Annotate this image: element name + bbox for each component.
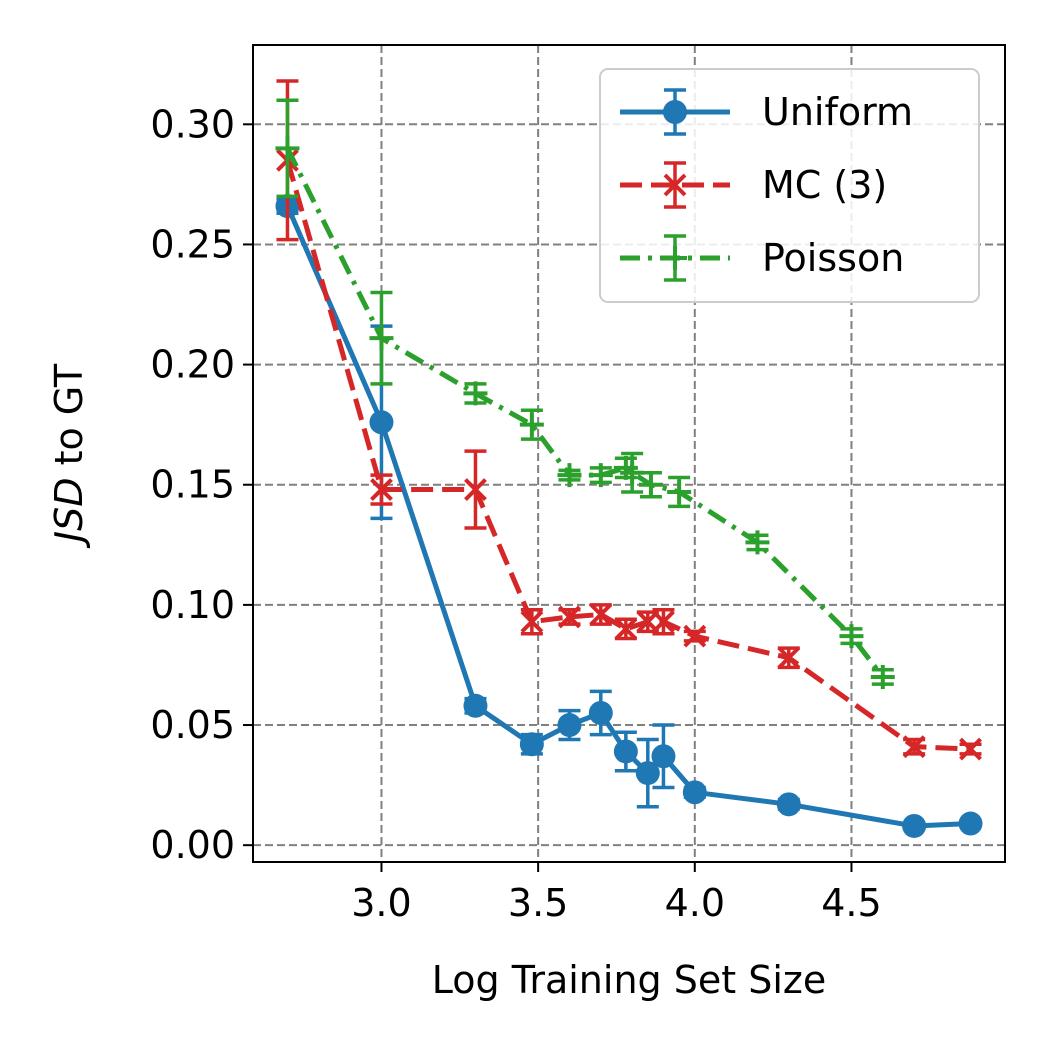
- y-tick-label: 0.10: [150, 583, 235, 627]
- data-point: [557, 463, 582, 488]
- data-point: [519, 732, 544, 757]
- data-point: [839, 624, 864, 649]
- data-point: [959, 737, 982, 761]
- y-tick-label: 0.00: [150, 823, 235, 867]
- x-tick-label: 3.5: [508, 881, 568, 925]
- data-point: [613, 739, 638, 764]
- data-point: [369, 326, 394, 351]
- data-point: [667, 479, 692, 504]
- data-point: [463, 693, 488, 718]
- data-point: [558, 605, 581, 629]
- data-point: [870, 664, 895, 689]
- series-layer: [275, 79, 983, 838]
- plot-frame: [252, 44, 1006, 863]
- data-point: [370, 478, 393, 501]
- legend-label: MC (3): [762, 163, 887, 207]
- data-point: [776, 792, 801, 817]
- data-point: [651, 744, 676, 769]
- x-tick-label: 4.5: [821, 881, 881, 925]
- series-2: [275, 98, 895, 689]
- x-tick-label: 4.0: [665, 881, 725, 925]
- y-tick-label: 0.25: [150, 222, 235, 266]
- data-point: [958, 811, 983, 836]
- data-point: [635, 761, 660, 786]
- y-tick-label: 0.15: [150, 463, 235, 507]
- legend-swatch-marker: [663, 246, 687, 270]
- data-point: [464, 478, 487, 501]
- y-tick-label: 0.20: [150, 343, 235, 387]
- y-tick-label: 0.05: [150, 703, 235, 747]
- legend-label: Poisson: [762, 236, 904, 280]
- data-point: [275, 136, 300, 161]
- data-point: [519, 412, 544, 437]
- legend: Uniform MC (3) Poisson: [599, 68, 980, 303]
- x-axis-label: Log Training Set Size: [432, 958, 826, 1002]
- data-point: [902, 813, 927, 838]
- y-axis-label-italic: JSD: [47, 478, 91, 550]
- data-point: [588, 463, 613, 488]
- series-1: [276, 79, 982, 761]
- data-point: [614, 617, 638, 641]
- legend-box: [599, 68, 980, 303]
- legend-entry-0: Uniform: [620, 88, 913, 136]
- legend-label: Uniform: [762, 90, 913, 134]
- data-point: [589, 603, 613, 626]
- data-point: [620, 460, 645, 485]
- legend-entry-1: MC (3): [620, 161, 887, 209]
- data-point: [588, 701, 613, 726]
- data-point: [683, 624, 707, 648]
- data-point: [463, 381, 488, 406]
- data-point: [902, 735, 926, 759]
- data-point: [369, 410, 394, 435]
- y-axis-label-rest: to GT: [47, 363, 91, 477]
- legend-entry-2: Poisson: [620, 234, 904, 282]
- data-point: [777, 646, 801, 670]
- data-point: [520, 610, 544, 634]
- data-point: [682, 780, 707, 805]
- x-ticks: 3.0 3.5 4.0 4.5: [351, 862, 882, 925]
- y-ticks: 0.00 0.05 0.10 0.15 0.20 0.25 0.30: [150, 102, 253, 867]
- data-point: [652, 610, 675, 634]
- data-point: [745, 530, 770, 555]
- data-point: [557, 713, 582, 738]
- legend-swatch-marker: [663, 100, 687, 124]
- x-tick-label: 3.0: [351, 881, 411, 925]
- legend-swatch-marker: [663, 173, 687, 197]
- y-tick-label: 0.30: [150, 102, 235, 146]
- data-point: [638, 472, 663, 497]
- y-axis-label: JSD to GT: [47, 363, 91, 549]
